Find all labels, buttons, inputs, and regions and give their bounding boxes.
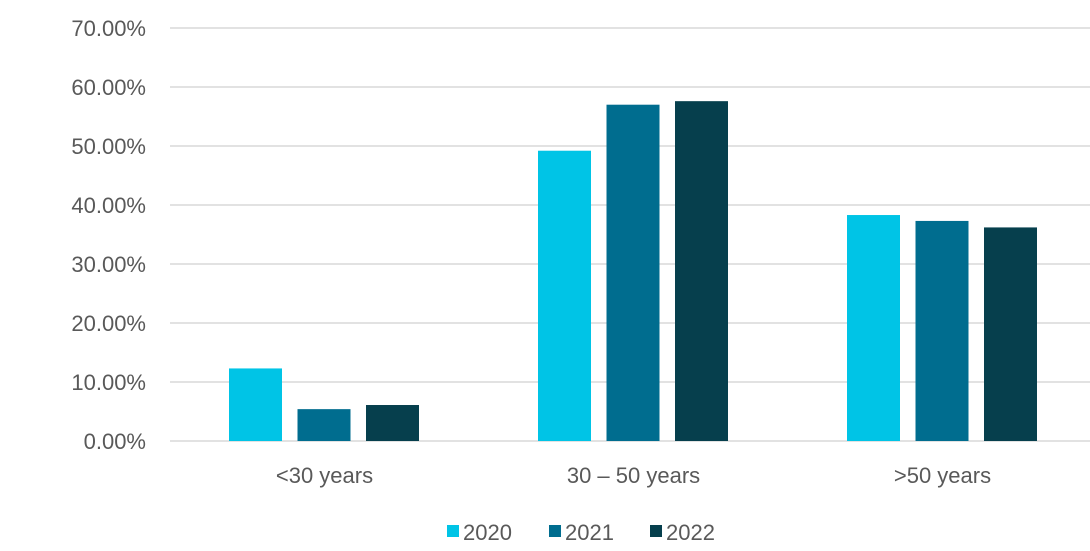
legend-label: 2020 xyxy=(463,520,512,545)
bar-2021-1 xyxy=(606,104,660,441)
bar-2022-1 xyxy=(675,101,728,441)
bar-2022-2 xyxy=(984,227,1037,441)
bar-2020-2 xyxy=(847,215,900,441)
legend-swatch-2022 xyxy=(650,525,662,537)
bar-2020-1 xyxy=(538,150,591,441)
bars xyxy=(229,101,1037,441)
y-tick-label: 10.00% xyxy=(71,370,146,395)
y-tick-label: 70.00% xyxy=(71,16,146,41)
bar-2021-2 xyxy=(915,220,969,441)
y-tick-label: 60.00% xyxy=(71,75,146,100)
y-tick-label: 30.00% xyxy=(71,252,146,277)
legend-label: 2022 xyxy=(666,520,715,545)
x-axis-categories: <30 years 30 – 50 years >50 years xyxy=(276,463,991,488)
bar-2022-0 xyxy=(366,405,419,441)
category-label: 30 – 50 years xyxy=(567,463,700,488)
bar-2020-0 xyxy=(229,368,282,441)
legend: 2020 2021 2022 xyxy=(447,520,715,545)
y-tick-label: 50.00% xyxy=(71,134,146,159)
y-tick-label: 40.00% xyxy=(71,193,146,218)
y-tick-label: 0.00% xyxy=(84,429,146,454)
category-label: <30 years xyxy=(276,463,373,488)
legend-label: 2021 xyxy=(565,520,614,545)
y-axis-ticks: 0.00% 10.00% 20.00% 30.00% 40.00% 50.00% 60.00… xyxy=(71,16,146,454)
y-tick-label: 20.00% xyxy=(71,311,146,336)
bar-2021-0 xyxy=(297,409,351,441)
legend-swatch-2020 xyxy=(447,525,459,537)
legend-swatch-2021 xyxy=(549,525,561,537)
category-label: >50 years xyxy=(894,463,991,488)
